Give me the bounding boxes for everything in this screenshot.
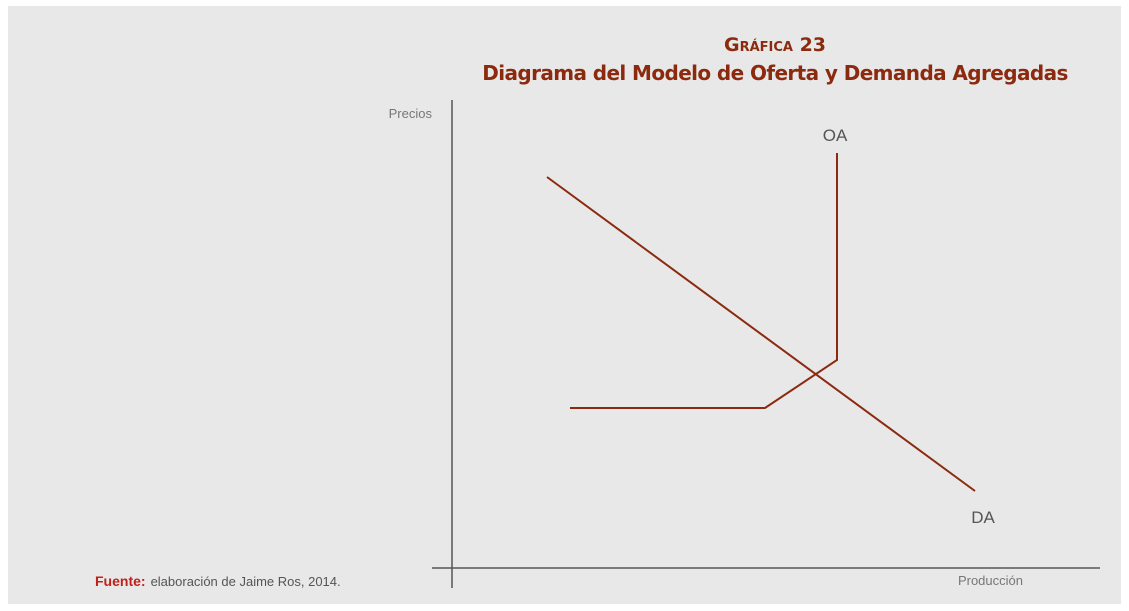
panel: [8, 6, 1121, 604]
supply-curve: [570, 153, 838, 409]
title: Gráfica 23: [724, 34, 826, 56]
demand-curve: [546, 176, 976, 492]
subtitle: Diagrama del Modelo de Oferta y Demanda …: [482, 61, 1068, 85]
supply-label: OA: [823, 126, 848, 145]
source-text: elaboración de Jaime Ros, 2014.: [151, 574, 341, 589]
y-axis-label: Precios: [389, 106, 433, 121]
demand-label: DA: [971, 508, 995, 527]
x-axis-label: Producción: [958, 573, 1023, 588]
source-label: Fuente:: [95, 573, 146, 589]
source: Fuente: elaboración de Jaime Ros, 2014.: [95, 573, 341, 589]
